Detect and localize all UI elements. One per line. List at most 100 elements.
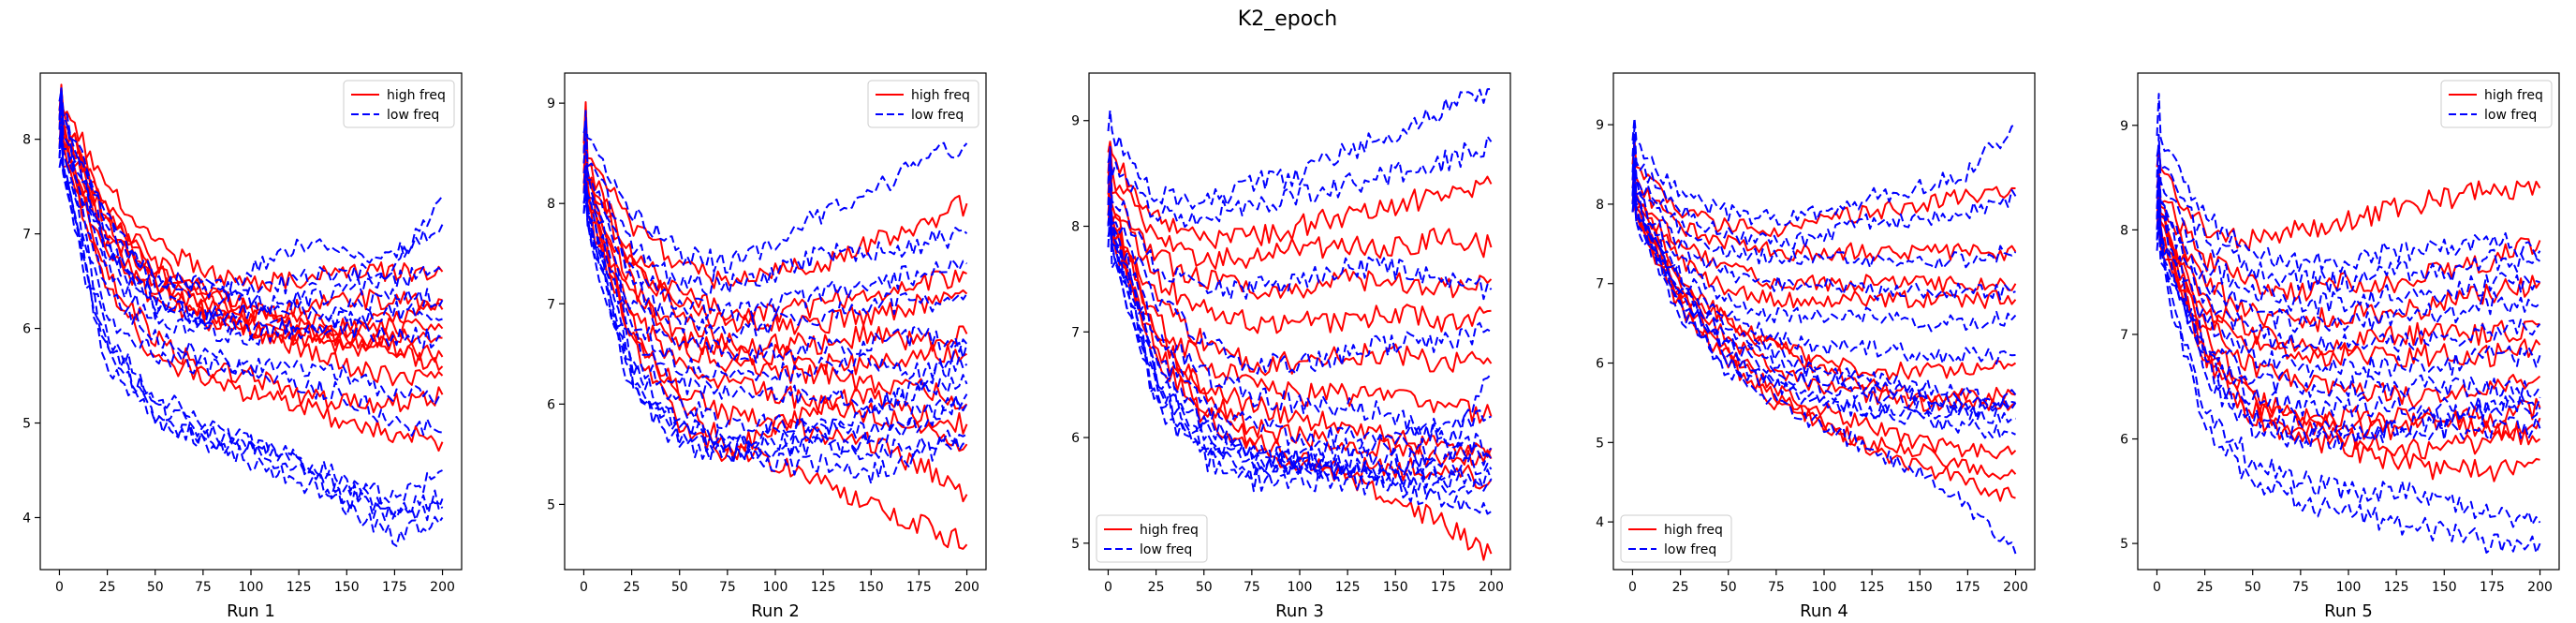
low-freq-line-19 <box>582 180 967 461</box>
low-freq-line-14 <box>58 88 444 321</box>
low-freq-line-11 <box>58 96 444 327</box>
y-tick-label: 6 <box>547 397 555 412</box>
y-tick-label: 7 <box>2120 328 2128 343</box>
x-tick-label: 125 <box>287 580 312 595</box>
x-tick-label: 100 <box>2336 580 2362 595</box>
low-freq-line-15 <box>1631 172 2017 333</box>
high-freq-line-4 <box>1631 181 2017 309</box>
high-freq-line-6 <box>2156 196 2541 409</box>
series-group <box>58 83 444 547</box>
legend-low-label: low freq <box>387 108 439 123</box>
x-tick-label: 25 <box>1672 580 1689 595</box>
low-freq-line-15 <box>2156 162 2541 353</box>
y-tick-label: 5 <box>1071 537 1080 552</box>
high-freq-line-4 <box>58 94 444 292</box>
x-tick-label: 175 <box>906 580 932 595</box>
x-tick-label: 100 <box>239 580 264 595</box>
high-freq-line-5 <box>2156 204 2541 368</box>
y-tick-label: 8 <box>547 197 555 212</box>
x-tick-label: 75 <box>1244 580 1260 595</box>
low-freq-line-21 <box>2156 201 2541 528</box>
series-group <box>1631 117 2017 555</box>
low-freq-line-12 <box>2156 144 2541 294</box>
figure-title: K2_epoch <box>1238 7 1337 31</box>
low-freq-line-14 <box>1107 165 1493 375</box>
x-tick-label: 200 <box>2527 580 2553 595</box>
legend: high freq low freq <box>867 80 979 128</box>
series-group <box>2156 93 2541 554</box>
low-freq-line-14 <box>2156 174 2541 334</box>
low-freq-line-16 <box>1631 159 2016 365</box>
high-freq-line-8 <box>2156 193 2541 446</box>
low-freq-line-22 <box>1107 198 1493 482</box>
low-freq-line-16 <box>582 185 968 386</box>
x-tick-label: 175 <box>1431 580 1456 595</box>
low-freq-line-22 <box>582 195 968 465</box>
series-group <box>1107 87 1493 561</box>
low-freq-line-11 <box>1107 87 1492 210</box>
x-tick-label: 200 <box>2003 580 2028 595</box>
low-freq-line-14 <box>1631 143 2016 302</box>
low-freq-line-12 <box>1107 135 1493 229</box>
y-tick-label: 5 <box>22 417 31 432</box>
legend-high-label: high freq <box>1140 523 1199 538</box>
y-tick-label: 8 <box>1596 198 1604 213</box>
high-freq-line-10 <box>58 130 444 452</box>
low-freq-line-17 <box>2156 179 2541 399</box>
high-freq-line-6 <box>1107 180 1493 424</box>
subplot-2: 0 25 50 75 100 125 150 175 200 5 6 7 8 9 Run 2 high fre… <box>547 72 987 621</box>
y-tick-label: 7 <box>22 228 31 243</box>
x-tick-label: 150 <box>859 580 884 595</box>
y-tick-label: 8 <box>1071 220 1080 235</box>
high-freq-line-4 <box>1107 158 1492 334</box>
low-freq-line-22 <box>58 125 443 505</box>
subplot-5: 0 25 50 75 100 125 150 175 200 5 6 7 8 9 Run 5 high fre… <box>2120 72 2560 621</box>
legend-low-label: low freq <box>2484 108 2537 123</box>
y-tick-label: 6 <box>2120 433 2128 448</box>
y-tick-label: 6 <box>22 322 31 337</box>
legend: high freq low freq <box>1620 514 1732 563</box>
x-tick-label: 0 <box>55 580 64 595</box>
high-freq-line-4 <box>582 108 968 356</box>
legend-high-label: high freq <box>387 88 446 103</box>
x-tick-label: 150 <box>2432 580 2457 595</box>
x-tick-label: 100 <box>763 580 788 595</box>
low-freq-line-21 <box>1107 226 1493 515</box>
y-tick-label: 8 <box>22 133 31 148</box>
x-tick-label: 150 <box>1907 580 1933 595</box>
low-freq-line-19 <box>2156 199 2541 441</box>
high-freq-line-1 <box>1631 138 2016 238</box>
y-tick-label: 7 <box>1071 325 1080 340</box>
legend-low-label: low freq <box>1140 542 1192 557</box>
legend-high-label: high freq <box>1664 523 1723 538</box>
x-tick-label: 175 <box>2480 580 2505 595</box>
low-freq-line-16 <box>58 86 443 349</box>
low-freq-line-13 <box>1107 145 1493 301</box>
y-tick-label: 8 <box>2120 223 2128 238</box>
x-tick-label: 75 <box>719 580 736 595</box>
high-freq-line-10 <box>582 151 968 462</box>
x-tick-label: 175 <box>382 580 407 595</box>
high-freq-line-8 <box>58 120 444 414</box>
x-tick-label: 150 <box>1383 580 1408 595</box>
y-tick-label: 6 <box>1071 431 1080 446</box>
x-axis-label: Run 5 <box>2324 601 2373 621</box>
y-tick-label: 9 <box>547 96 555 111</box>
low-freq-line-18 <box>1107 213 1493 491</box>
legend: high freq low freq <box>1096 514 1208 563</box>
high-freq-line-1 <box>2156 147 2541 252</box>
x-tick-label: 100 <box>1288 580 1313 595</box>
x-tick-label: 100 <box>1812 580 1837 595</box>
high-freq-line-3 <box>1631 167 2017 293</box>
high-freq-line-3 <box>1107 141 1493 300</box>
x-tick-label: 0 <box>580 580 588 595</box>
high-freq-line-2 <box>1631 163 2017 262</box>
x-tick-label: 0 <box>1104 580 1112 595</box>
low-freq-line-12 <box>582 110 968 296</box>
x-tick-label: 25 <box>99 580 116 595</box>
x-tick-label: 75 <box>2292 580 2309 595</box>
legend-low-label: low freq <box>1664 542 1716 557</box>
y-tick-label: 5 <box>547 497 555 512</box>
low-freq-line-21 <box>582 185 968 450</box>
x-tick-label: 25 <box>1148 580 1165 595</box>
